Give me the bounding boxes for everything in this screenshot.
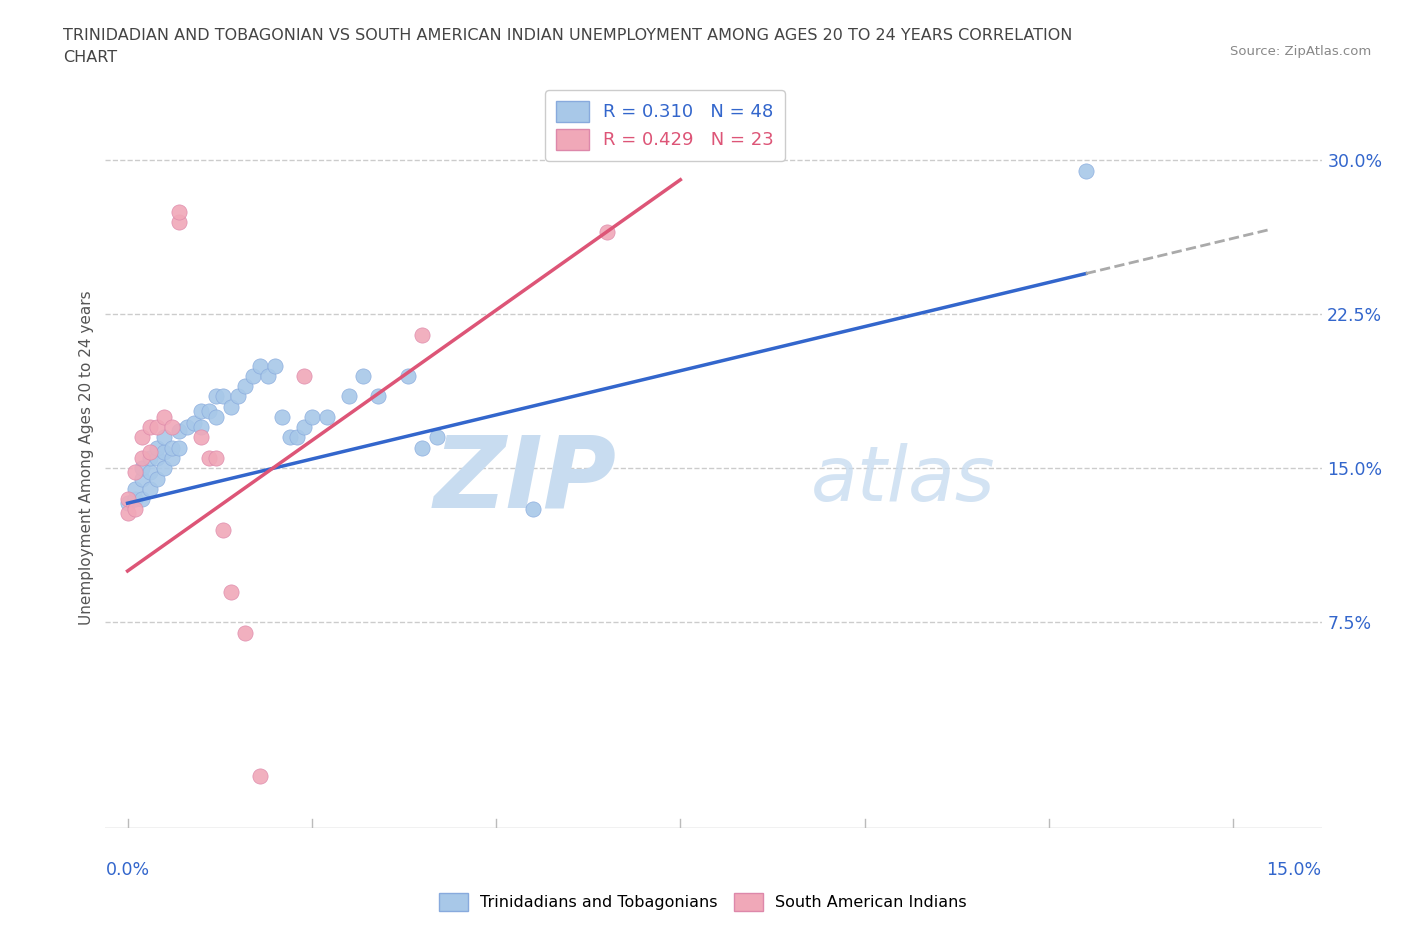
Point xyxy=(131,472,153,486)
Point xyxy=(167,440,190,455)
Point xyxy=(190,419,212,434)
Point xyxy=(396,368,419,383)
Point xyxy=(190,404,212,418)
Text: 15.0%: 15.0% xyxy=(1267,861,1322,879)
Text: 0.0%: 0.0% xyxy=(105,861,149,879)
Point xyxy=(411,327,433,342)
Point xyxy=(146,472,169,486)
Point xyxy=(131,461,153,476)
Point xyxy=(138,419,160,434)
Point xyxy=(212,389,235,404)
Point xyxy=(294,368,316,383)
Point xyxy=(131,492,153,507)
Point xyxy=(285,430,308,445)
Point xyxy=(146,440,169,455)
Point xyxy=(235,625,257,640)
Point xyxy=(352,368,374,383)
Point xyxy=(294,419,316,434)
Point xyxy=(153,430,176,445)
Point xyxy=(212,523,235,538)
Point xyxy=(226,389,249,404)
Point xyxy=(146,419,169,434)
Point xyxy=(160,451,183,466)
Point xyxy=(235,379,257,393)
Point xyxy=(138,451,160,466)
Point xyxy=(411,440,433,455)
Point xyxy=(183,416,205,431)
Text: atlas: atlas xyxy=(811,444,995,517)
Text: CHART: CHART xyxy=(63,50,117,65)
Point xyxy=(595,225,617,240)
Point xyxy=(146,451,169,466)
Y-axis label: Unemployment Among Ages 20 to 24 years: Unemployment Among Ages 20 to 24 years xyxy=(79,291,94,625)
Point xyxy=(153,461,176,476)
Point xyxy=(256,368,278,383)
Point xyxy=(426,430,449,445)
Point xyxy=(367,389,389,404)
Point xyxy=(205,451,228,466)
Point xyxy=(219,584,242,599)
Text: TRINIDADIAN AND TOBAGONIAN VS SOUTH AMERICAN INDIAN UNEMPLOYMENT AMONG AGES 20 T: TRINIDADIAN AND TOBAGONIAN VS SOUTH AMER… xyxy=(63,28,1073,43)
Point xyxy=(124,465,146,480)
Point xyxy=(242,368,264,383)
Point xyxy=(205,389,228,404)
Legend: Trinidadians and Tobagonians, South American Indians: Trinidadians and Tobagonians, South Amer… xyxy=(433,886,973,917)
Text: ZIP: ZIP xyxy=(433,432,616,529)
Point xyxy=(167,215,190,230)
Point xyxy=(197,404,219,418)
Text: Source: ZipAtlas.com: Source: ZipAtlas.com xyxy=(1230,45,1371,58)
Point xyxy=(124,502,146,517)
Point xyxy=(160,419,183,434)
Point xyxy=(301,409,323,424)
Point xyxy=(160,440,183,455)
Point xyxy=(153,409,176,424)
Point xyxy=(167,205,190,219)
Point xyxy=(205,409,228,424)
Point xyxy=(197,451,219,466)
Point xyxy=(124,482,146,497)
Point xyxy=(190,430,212,445)
Legend: R = 0.310   N = 48, R = 0.429   N = 23: R = 0.310 N = 48, R = 0.429 N = 23 xyxy=(546,90,785,161)
Point xyxy=(249,358,271,373)
Point xyxy=(522,502,544,517)
Point xyxy=(249,769,271,784)
Point xyxy=(219,399,242,414)
Point xyxy=(117,492,139,507)
Point xyxy=(1074,163,1097,178)
Point xyxy=(153,445,176,459)
Point xyxy=(337,389,360,404)
Point xyxy=(117,506,139,521)
Point xyxy=(278,430,301,445)
Point xyxy=(117,496,139,511)
Point xyxy=(264,358,287,373)
Point xyxy=(167,424,190,439)
Point xyxy=(138,445,160,459)
Point xyxy=(138,465,160,480)
Point xyxy=(315,409,337,424)
Point xyxy=(124,492,146,507)
Point xyxy=(131,430,153,445)
Point xyxy=(176,419,198,434)
Point xyxy=(271,409,294,424)
Point xyxy=(131,451,153,466)
Point xyxy=(138,482,160,497)
